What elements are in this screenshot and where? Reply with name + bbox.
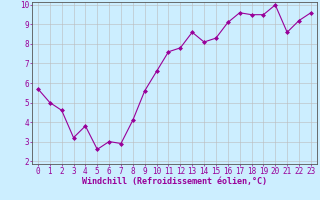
X-axis label: Windchill (Refroidissement éolien,°C): Windchill (Refroidissement éolien,°C): [82, 177, 267, 186]
